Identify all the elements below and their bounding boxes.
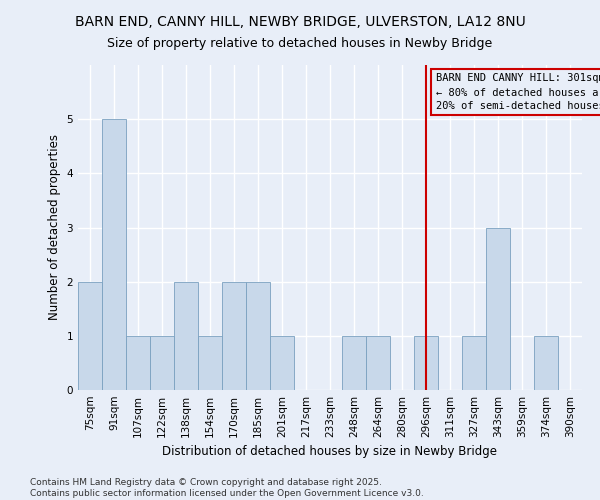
Text: BARN END, CANNY HILL, NEWBY BRIDGE, ULVERSTON, LA12 8NU: BARN END, CANNY HILL, NEWBY BRIDGE, ULVE… bbox=[74, 15, 526, 29]
Bar bbox=[414, 336, 438, 390]
Bar bbox=[150, 336, 174, 390]
Bar bbox=[198, 336, 222, 390]
Bar bbox=[270, 336, 294, 390]
Bar bbox=[102, 119, 126, 390]
Text: BARN END CANNY HILL: 301sqm
← 80% of detached houses are smaller (20)
20% of sem: BARN END CANNY HILL: 301sqm ← 80% of det… bbox=[436, 73, 600, 111]
X-axis label: Distribution of detached houses by size in Newby Bridge: Distribution of detached houses by size … bbox=[163, 446, 497, 458]
Bar bbox=[534, 336, 558, 390]
Bar bbox=[486, 228, 510, 390]
Bar bbox=[342, 336, 366, 390]
Bar bbox=[126, 336, 150, 390]
Bar bbox=[174, 282, 198, 390]
Bar bbox=[78, 282, 102, 390]
Bar bbox=[222, 282, 246, 390]
Bar bbox=[462, 336, 486, 390]
Bar bbox=[366, 336, 390, 390]
Y-axis label: Number of detached properties: Number of detached properties bbox=[48, 134, 61, 320]
Text: Contains HM Land Registry data © Crown copyright and database right 2025.
Contai: Contains HM Land Registry data © Crown c… bbox=[30, 478, 424, 498]
Text: Size of property relative to detached houses in Newby Bridge: Size of property relative to detached ho… bbox=[107, 38, 493, 51]
Bar bbox=[246, 282, 270, 390]
